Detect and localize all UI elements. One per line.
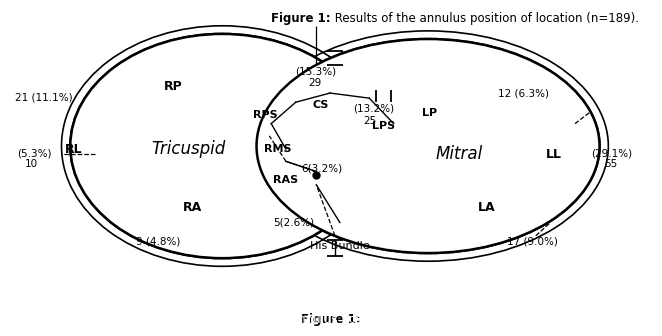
Text: His Bundle: His Bundle	[310, 241, 369, 251]
Text: Figure 1: Results of the annulus position of location (n=189).: Figure 1: Results of the annulus positio…	[152, 313, 510, 326]
Text: RPS: RPS	[253, 111, 277, 121]
Text: LA: LA	[478, 201, 496, 214]
Text: RAS: RAS	[273, 175, 299, 185]
Text: LPS: LPS	[372, 121, 395, 131]
Text: 29: 29	[308, 78, 322, 88]
Text: 55: 55	[604, 159, 618, 169]
Text: 9 (4.8%): 9 (4.8%)	[136, 237, 181, 247]
Text: 21 (11.1%): 21 (11.1%)	[15, 92, 73, 102]
Ellipse shape	[70, 34, 374, 258]
Text: RL: RL	[64, 142, 82, 156]
Text: 12 (6.3%): 12 (6.3%)	[498, 88, 549, 98]
Text: 10: 10	[24, 159, 38, 169]
Ellipse shape	[256, 39, 600, 253]
Text: LP: LP	[422, 109, 438, 118]
Text: (5.3%): (5.3%)	[17, 148, 52, 158]
Text: (13.2%): (13.2%)	[354, 103, 395, 113]
Text: CS: CS	[312, 100, 328, 110]
Text: 6(3.2%): 6(3.2%)	[302, 164, 343, 173]
Text: (15.3%): (15.3%)	[295, 67, 336, 77]
Text: Mitral: Mitral	[436, 145, 483, 163]
Text: RA: RA	[183, 201, 203, 214]
Text: 25: 25	[363, 116, 377, 126]
Text: (29.1%): (29.1%)	[591, 148, 632, 158]
Text: RP: RP	[164, 80, 183, 93]
Text: 17 (9.0%): 17 (9.0%)	[508, 237, 558, 247]
Text: Figure 1:: Figure 1:	[271, 12, 331, 25]
Text: 5(2.6%): 5(2.6%)	[273, 217, 314, 227]
Text: Figure 1:: Figure 1:	[301, 313, 361, 326]
Text: LL: LL	[545, 148, 561, 161]
Ellipse shape	[70, 34, 374, 258]
Ellipse shape	[256, 39, 600, 253]
Text: Results of the annulus position of location (n=189).: Results of the annulus position of locat…	[331, 12, 639, 25]
Text: Tricuspid: Tricuspid	[151, 140, 225, 158]
Text: RMS: RMS	[264, 144, 292, 154]
